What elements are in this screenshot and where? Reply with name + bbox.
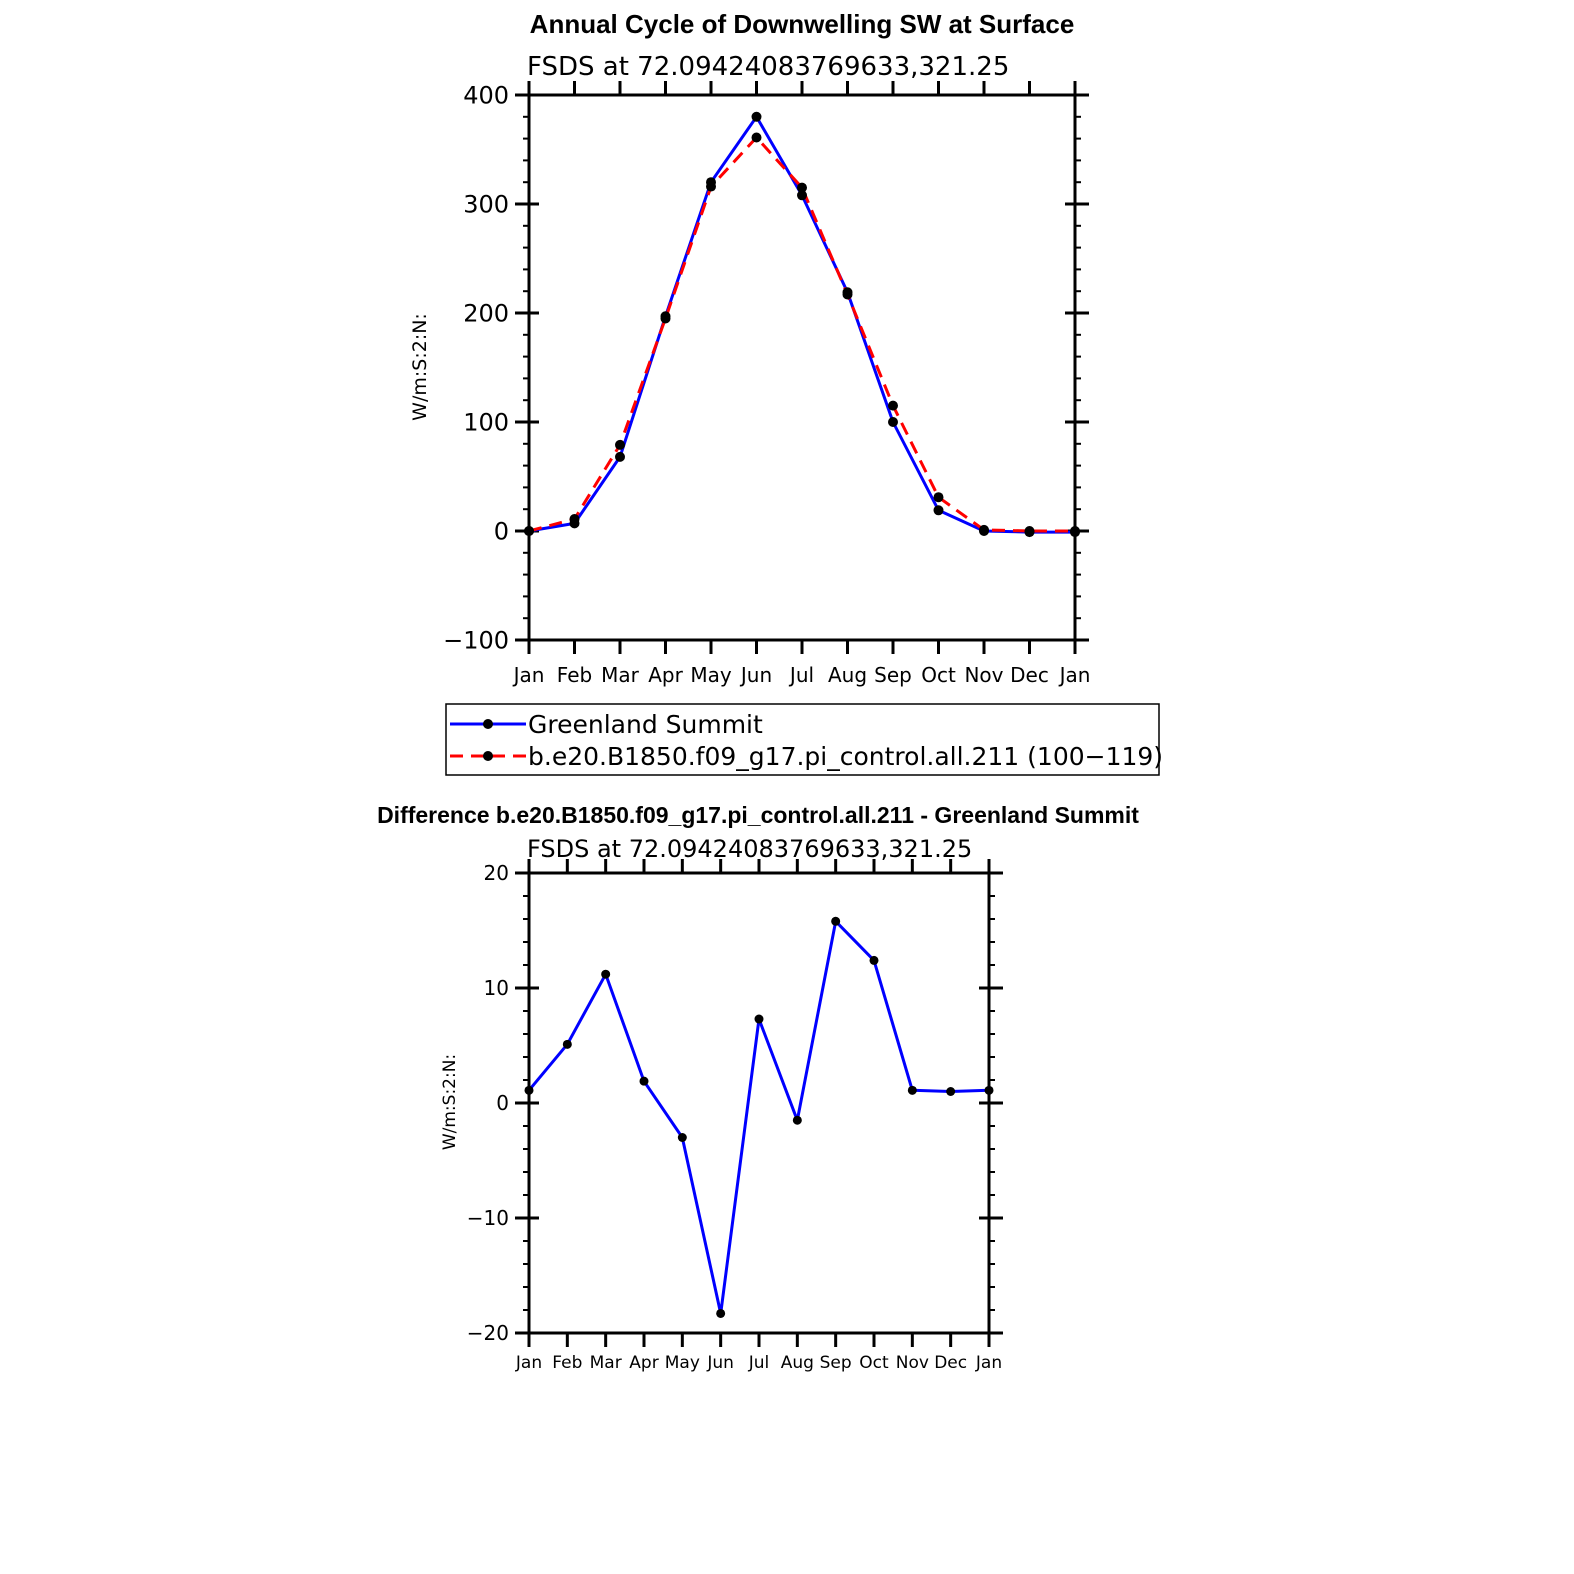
x-tick-label: Sep xyxy=(820,1353,852,1373)
data-point xyxy=(797,190,807,201)
chart-subtitle: FSDS at 72.09424083769633,321.25 xyxy=(527,835,972,863)
x-tick-label: May xyxy=(665,1353,700,1373)
x-tick-label: Sep xyxy=(874,663,912,687)
x-tick-label: Dec xyxy=(934,1353,967,1373)
data-point xyxy=(831,916,841,926)
y-tick-label: 100 xyxy=(463,408,509,436)
x-tick-label: May xyxy=(690,663,732,687)
legend-label-greenland-summit: Greenland Summit xyxy=(528,710,763,739)
x-tick-label: Apr xyxy=(648,663,683,687)
data-point xyxy=(677,1133,687,1142)
y-tick-label: 20 xyxy=(484,861,509,885)
chart-title: Difference b.e20.B1850.f09_g17.pi_contro… xyxy=(377,802,1139,828)
legend-box xyxy=(445,703,1160,776)
data-point xyxy=(933,492,944,503)
y-tick-label: 10 xyxy=(484,976,509,1000)
x-tick-label: Jul xyxy=(748,1353,770,1373)
x-tick-labels: Jan Feb Mar Apr May Jun Jul Aug Sep Oct Nov Dec Jan xyxy=(515,1353,1002,1373)
x-tick-label: Feb xyxy=(557,663,592,687)
y-axis-label: W/m:S:2:N: xyxy=(409,313,431,421)
data-point xyxy=(615,439,625,450)
data-point xyxy=(615,451,625,462)
data-point xyxy=(706,181,716,192)
x-tick-label: Oct xyxy=(859,1353,889,1373)
data-point xyxy=(888,400,898,411)
series-points xyxy=(524,916,994,1318)
x-tick-label: Dec xyxy=(1010,663,1049,687)
data-point xyxy=(601,969,611,979)
x-tick-label: Jan xyxy=(975,1353,1002,1373)
annual-cycle-chart: Annual Cycle of Downwelling SW at Surfac… xyxy=(409,9,1090,687)
x-tick-label: Nov xyxy=(896,1353,929,1373)
data-point xyxy=(869,955,879,965)
y-tick-label: 0 xyxy=(494,517,509,545)
data-point xyxy=(946,1087,956,1096)
y-axis-label: W/m:S:2:N: xyxy=(440,1054,460,1150)
x-tick-label: Jun xyxy=(739,663,772,687)
difference-chart: Difference b.e20.B1850.f09_g17.pi_contro… xyxy=(377,802,1139,1373)
data-point xyxy=(797,182,807,193)
x-tick-labels: Jan Feb Mar Apr May Jun Jul Aug Sep Oct Nov Dec Jan xyxy=(512,663,1091,687)
y-tick-labels: −100 0 100 200 300 400 xyxy=(443,81,509,654)
x-tick-label: Jan xyxy=(515,1353,542,1373)
y-tick-label: 200 xyxy=(463,299,509,327)
data-point xyxy=(792,1115,802,1125)
legend-marker-greenland-summit xyxy=(483,719,493,729)
x-tick-label: Mar xyxy=(590,1353,622,1373)
data-point xyxy=(888,417,898,427)
data-point xyxy=(716,1308,726,1318)
x-tick-label: Mar xyxy=(601,663,640,687)
legend-label-pi-control: b.e20.B1850.f09_g17.pi_control.all.211 (… xyxy=(528,742,1163,771)
data-point xyxy=(569,514,580,525)
data-point xyxy=(751,132,762,143)
y-tick-label: −20 xyxy=(467,1321,509,1345)
x-tick-label: Apr xyxy=(629,1353,658,1373)
x-tick-label: Feb xyxy=(552,1353,582,1373)
y-tick-label: 400 xyxy=(463,81,509,109)
data-point xyxy=(754,1014,764,1024)
x-tick-label: Jun xyxy=(706,1353,734,1373)
x-tick-label: Oct xyxy=(921,663,956,687)
x-tick-label: Jan xyxy=(512,663,545,687)
data-point xyxy=(842,289,853,300)
x-tick-label: Jul xyxy=(788,663,814,687)
x-tick-label: Jan xyxy=(1058,663,1091,687)
chart-subtitle: FSDS at 72.09424083769633,321.25 xyxy=(527,52,1009,82)
legend-marker-pi-control xyxy=(483,751,493,761)
data-point xyxy=(639,1076,649,1086)
data-point xyxy=(933,505,944,516)
data-point xyxy=(660,313,671,324)
x-tick-label: Nov xyxy=(964,663,1003,687)
y-tick-labels: −20 −10 0 10 20 xyxy=(467,861,509,1345)
plot-frame xyxy=(527,871,991,1335)
y-tick-label: 0 xyxy=(496,1091,509,1115)
y-tick-label: −100 xyxy=(443,626,509,654)
y-tick-label: 300 xyxy=(463,190,509,218)
x-tick-label: Aug xyxy=(828,663,867,687)
data-point xyxy=(979,524,989,535)
data-point xyxy=(751,111,762,122)
data-point xyxy=(907,1085,917,1095)
data-point xyxy=(1024,526,1035,536)
data-point xyxy=(562,1039,572,1049)
x-tick-label: Aug xyxy=(781,1353,814,1373)
legend: Greenland Summit b.e20.B1850.f09_g17.pi_… xyxy=(445,703,1163,776)
axis-ticks xyxy=(515,859,1003,1347)
plot-frame xyxy=(527,93,1077,642)
y-tick-label: −10 xyxy=(467,1206,509,1230)
chart-title: Annual Cycle of Downwelling SW at Surfac… xyxy=(530,9,1075,39)
series-points xyxy=(524,111,1080,538)
